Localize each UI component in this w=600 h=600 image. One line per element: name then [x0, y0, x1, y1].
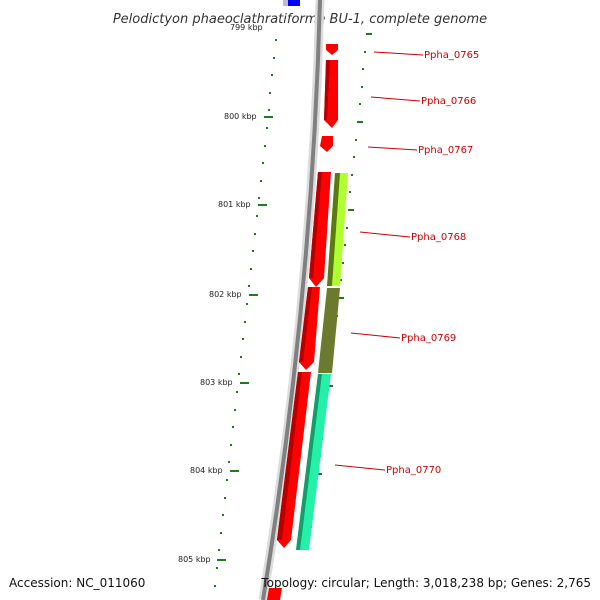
leader-ppha-0768 [359, 231, 411, 238]
kbp-label-803: 803 kbp [200, 378, 233, 387]
gene-blue-partial [288, 0, 300, 6]
gene-red-partial-bottom [267, 588, 282, 600]
gene-label-ppha-0770[interactable]: Ppha_0770 [386, 465, 441, 476]
backbone [258, 0, 325, 600]
kbp-label-804: 804 kbp [190, 466, 223, 475]
gene-ppha-0766-shade [324, 60, 330, 120]
gene-label-ppha-0765[interactable]: Ppha_0765 [424, 50, 479, 61]
leader-ppha-0765 [373, 51, 424, 56]
gene-labels: Ppha_0765 Ppha_0766 Ppha_0767 Ppha_0768 … [386, 50, 479, 476]
leader-ppha-0767 [367, 146, 418, 151]
kbp-label-partial: 799 kbp [230, 23, 263, 32]
gene-blue-partial-shade [283, 0, 288, 6]
genome-stats-text: Topology: circular; Length: 3,018,238 bp… [261, 576, 591, 590]
accession-text: Accession: NC_011060 [9, 576, 146, 590]
kbp-scale: 799 kbp 800 kbp 801 kbp 802 kbp 803 kbp … [178, 23, 277, 587]
leader-ppha-0766 [370, 96, 421, 102]
kbp-label-805: 805 kbp [178, 555, 211, 564]
gene-features [267, 0, 348, 600]
gene-label-leaders [334, 51, 424, 471]
gene-label-ppha-0768[interactable]: Ppha_0768 [411, 232, 466, 243]
gene-ppha-0765[interactable] [326, 44, 338, 55]
backbone-line [261, 0, 322, 600]
genome-title: Pelodictyon phaeoclathratiforme BU-1, co… [113, 12, 487, 27]
gene-red-801-802-shade [309, 172, 322, 278]
gene-red-803-805-shade [277, 372, 302, 540]
gene-ppha-0770-shade [296, 374, 322, 550]
gene-label-ppha-0766[interactable]: Ppha_0766 [421, 96, 476, 107]
leader-ppha-0769 [350, 332, 401, 339]
gene-ppha-0768-shade [327, 173, 340, 286]
gene-ppha-0767[interactable] [320, 136, 333, 152]
kbp-label-801: 801 kbp [218, 200, 251, 209]
kbp-label-802: 802 kbp [209, 290, 242, 299]
gene-label-ppha-0769[interactable]: Ppha_0769 [401, 333, 456, 344]
gene-red-802-803-shade [299, 287, 312, 362]
gene-ppha-0769[interactable] [318, 288, 340, 373]
gene-label-ppha-0767[interactable]: Ppha_0767 [418, 145, 473, 156]
kbp-label-800: 800 kbp [224, 112, 257, 121]
leader-ppha-0770 [334, 464, 386, 471]
